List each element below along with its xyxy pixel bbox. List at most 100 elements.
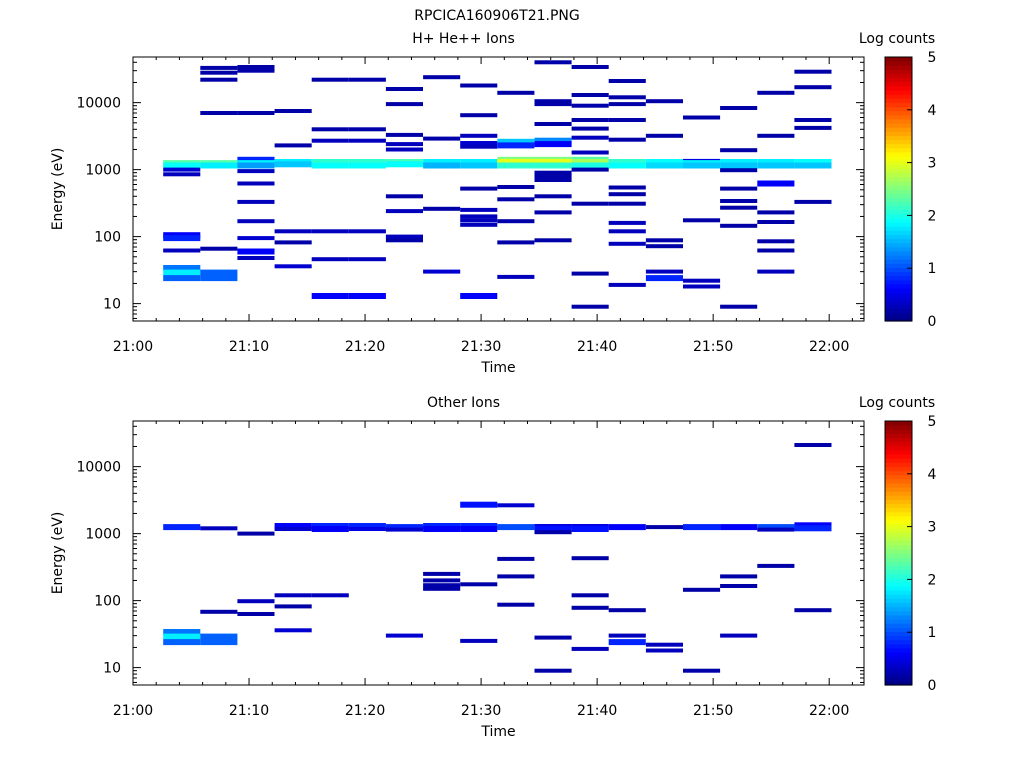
colorbar-segment — [885, 466, 912, 472]
heatmap-bin — [200, 526, 238, 531]
heatmap-bin — [274, 628, 312, 633]
heatmap-bin — [683, 218, 721, 223]
colorbar-segment — [885, 553, 912, 558]
heatmap-bin — [497, 162, 535, 169]
heatmap-bin — [163, 524, 201, 531]
colorbar-segment — [885, 569, 912, 575]
heatmap-bin — [608, 220, 646, 225]
colorbar-segment — [885, 110, 912, 116]
heatmap-bin — [460, 141, 498, 145]
heatmap-bin — [794, 525, 832, 532]
heatmap-bin — [348, 257, 386, 262]
heatmap-bin — [460, 501, 498, 508]
colorbar-segment — [885, 288, 912, 293]
colorbar-segment — [885, 250, 912, 256]
heatmap-bin — [274, 527, 312, 531]
heatmap-bin — [571, 135, 609, 140]
heatmap-bin — [497, 138, 535, 145]
heatmap-bin — [497, 159, 535, 165]
colorbar-tick-label: 2 — [928, 572, 937, 588]
colorbar-segment — [885, 172, 912, 178]
x-tick-label: 21:50 — [693, 339, 733, 355]
heatmap-bin — [757, 133, 795, 138]
colorbar-segment — [885, 106, 912, 112]
heatmap-bins — [163, 443, 832, 673]
heatmap-bin — [460, 638, 498, 643]
x-tick-label: 22:00 — [809, 703, 849, 719]
colorbar-segment — [885, 292, 912, 297]
colorbar-segment — [885, 478, 912, 484]
heatmap-bin — [757, 248, 795, 253]
colorbar-tick-label: 5 — [928, 50, 937, 66]
panel-1: H+ He++ Ions 21:00 21:10 21:20 21:30 21:40 21:… — [50, 31, 937, 376]
heatmap-bin — [460, 162, 498, 169]
colorbar-tick-label: 0 — [928, 314, 937, 330]
heatmap-bin — [311, 526, 349, 532]
colorbar-segment — [885, 515, 912, 521]
colorbar-segment — [885, 532, 912, 538]
colorbar-segment — [885, 524, 912, 529]
heatmap-bin — [237, 68, 275, 73]
heatmap-bin — [757, 269, 795, 274]
heatmap-bin — [794, 443, 832, 447]
heatmap-bin — [237, 612, 275, 616]
heatmap-bin — [683, 668, 721, 673]
colorbar-label: Log counts — [859, 395, 935, 411]
heatmap-bin — [571, 201, 609, 206]
figure-title: RPCICA160906T21.PNG — [414, 8, 579, 24]
colorbar-frame — [884, 420, 913, 686]
colorbar-segment — [885, 102, 912, 108]
heatmap-bin — [571, 271, 609, 276]
colorbar-segment — [885, 610, 912, 616]
heatmap-bin — [534, 530, 572, 535]
heatmap-bin — [608, 639, 646, 646]
heatmap-bin — [460, 133, 498, 138]
heatmap-bin — [757, 90, 795, 95]
heatmap-bin — [348, 162, 386, 169]
heatmap-bin — [237, 181, 275, 186]
heatmap-bin — [757, 159, 795, 165]
colorbar-segment — [885, 201, 912, 207]
colorbar-segment — [885, 561, 912, 566]
x-tick-label: 21:40 — [577, 703, 617, 719]
heatmap-bin — [423, 75, 461, 80]
heatmap-bin — [385, 234, 423, 239]
heatmap-bin — [348, 293, 386, 299]
heatmap-bin — [385, 524, 423, 531]
heatmap-bin — [794, 118, 832, 122]
colorbar-segment — [885, 627, 912, 632]
heatmap-bin — [534, 238, 572, 243]
colorbar-segment — [885, 57, 912, 62]
heatmap-bin — [645, 238, 683, 243]
heatmap-bin — [794, 608, 832, 613]
heatmap-bin — [645, 648, 683, 653]
heatmap-bin — [534, 170, 572, 175]
colorbar-segment — [885, 168, 912, 174]
heatmap-bin — [163, 235, 201, 242]
heatmap-bin — [348, 527, 386, 531]
heatmap-bin — [571, 526, 609, 532]
heatmap-bin — [200, 77, 238, 82]
colorbar-segment — [885, 209, 912, 215]
colorbar-segment — [885, 73, 912, 79]
heatmap-bin — [497, 90, 535, 95]
heatmap-bin — [720, 148, 758, 153]
heatmap-bin — [608, 241, 646, 246]
colorbar-segment — [885, 118, 912, 124]
colorbar-segment — [885, 259, 912, 264]
heatmap-bin — [608, 633, 646, 638]
heatmap-bin — [460, 83, 498, 88]
heatmap-bin — [163, 629, 201, 635]
heatmap-bin — [571, 65, 609, 69]
heatmap-bin — [385, 527, 423, 532]
heatmap-bin — [200, 70, 238, 75]
heatmap-bin — [757, 563, 795, 568]
heatmap-bin — [534, 60, 572, 65]
colorbar-segment — [885, 230, 912, 235]
colorbar-segment — [885, 528, 912, 533]
x-axis-label: Time — [480, 724, 515, 740]
heatmap-bin — [385, 161, 423, 168]
heatmap-bin — [534, 194, 572, 199]
heatmap-bin — [571, 118, 609, 122]
colorbar-segment — [885, 312, 912, 318]
